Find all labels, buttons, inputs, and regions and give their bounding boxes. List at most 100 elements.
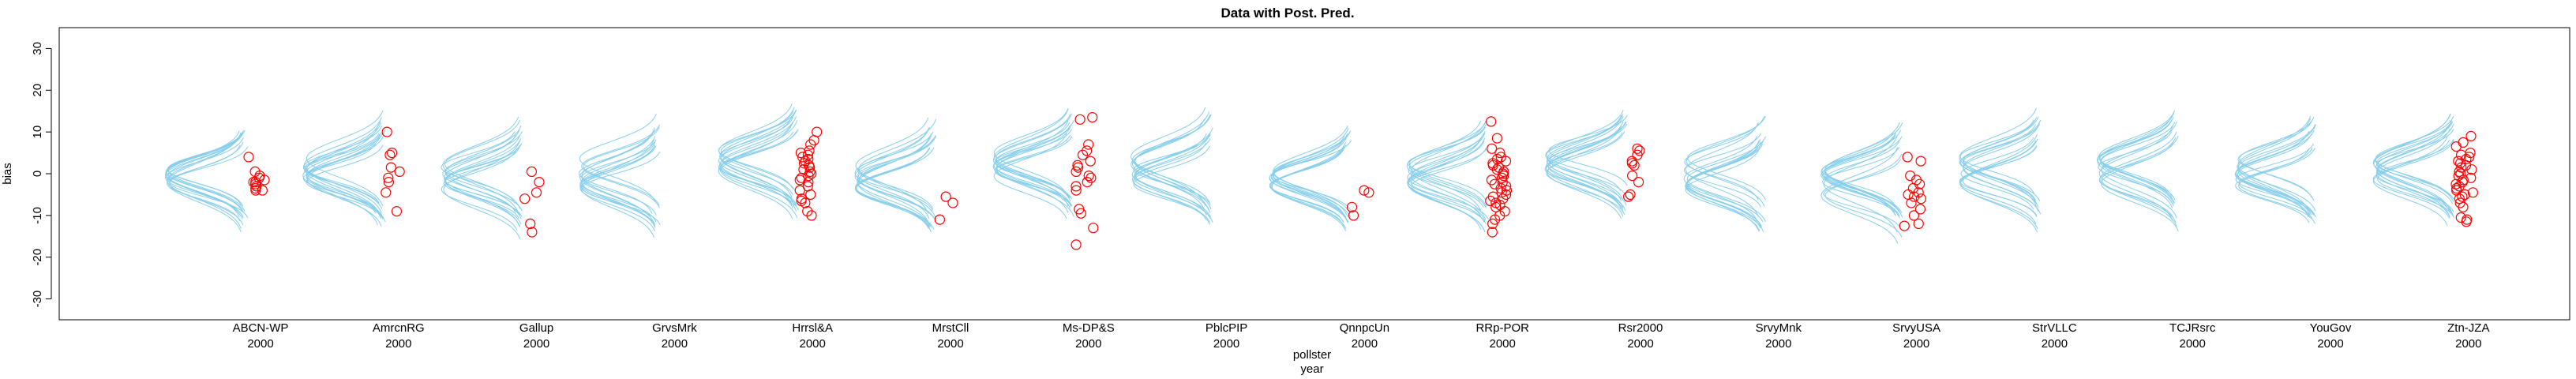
x-tick-label-year: 2000 [1490,337,1516,351]
predictive-curve [2373,114,2451,214]
observed-point [1071,239,1082,250]
observed-point [1075,208,1086,219]
x-tick-label-year: 2000 [2317,337,2343,351]
pollster-group [1406,116,1513,238]
observed-point [2457,191,2468,202]
observed-point [800,197,811,208]
predictive-curve [1406,120,1482,212]
observed-point [2461,216,2472,227]
y-tick-label: 0 [31,171,44,177]
observed-point [1494,148,1505,159]
observed-point [391,206,403,217]
observed-point [384,149,396,160]
x-tick-label-pollster: Gallup [519,321,553,335]
predictive-curve [1546,116,1624,212]
predictive-curve [2099,112,2175,205]
observed-point [1625,189,1636,200]
observed-point [1485,195,1496,206]
predictive-curve [1134,111,1209,211]
predictive-curve [1820,147,1899,244]
x-tick-label-year: 2000 [800,337,826,351]
x-tick-label-year: 2000 [1627,337,1653,351]
predictive-curve [2375,115,2454,203]
predictive-curve [2238,148,2315,224]
predictive-curve [1548,114,1628,186]
predictive-curve [2098,130,2173,203]
x-tick-labels: ABCN-WP 2000 AmrcnRG 2000 Gallup 2000 GrvsMrk 2… [233,321,2490,351]
observed-point [1077,149,1089,160]
predictive-curve [1131,118,1205,211]
observed-point [1913,218,1924,229]
predictive-curve [165,132,244,213]
predictive-curve [1273,131,1351,214]
x-tick-label-pollster: SrvyUSA [1892,321,1940,335]
observed-point [1487,218,1498,229]
observed-point [947,197,958,208]
predictive-curve [1686,139,1761,229]
y-tick-label: -30 [31,291,44,308]
observed-point [2467,187,2478,198]
predictive-curve [1685,116,1765,207]
chart-title: Data with Post. Pred. [1221,6,1354,21]
predictive-curve [992,113,1072,207]
predictive-curve [993,108,1069,197]
observed-point [1363,187,1374,198]
predictive-curve [2377,140,2454,219]
observed-point [2455,168,2466,179]
predictive-curve [1685,142,1762,227]
predictive-curve [1546,118,1622,192]
y-axis-label: bias [1,163,14,185]
observed-point [1909,191,1920,202]
x-tick-label-year: 2000 [1213,337,1239,351]
x-tick-label-year: 2000 [247,337,273,351]
x-tick-label-pollster: GrvsMrk [652,321,697,335]
predictive-curve [1408,141,1485,223]
predictive-curve [2375,128,2450,218]
observed-point [2459,189,2470,200]
pollster-group [1544,110,1645,220]
x-tick-label-pollster: AmrcnRG [373,321,425,335]
observed-point [2450,178,2462,190]
predictive-curve [854,148,929,229]
observed-point [2454,158,2466,169]
predictive-curve [718,116,793,205]
predictive-curve [442,135,516,213]
predictive-curve [1546,130,1625,216]
predictive-curve [993,124,1072,207]
observed-point [1085,156,1096,167]
predictive-curve [1271,141,1347,231]
predictive-curve [303,117,382,214]
predictive-curve [1131,134,1210,225]
observed-point [1071,185,1082,196]
predictive-curve [1823,159,1902,229]
predictive-curve [579,144,655,231]
observed-point [1490,201,1502,212]
observed-point [383,172,394,183]
observed-point [387,148,398,159]
observed-point [1496,172,1508,183]
observed-point [1498,171,1509,182]
observed-point [250,185,261,196]
observed-point [2458,201,2469,212]
x-tick-label-pollster: QnnpcUn [1340,321,1389,335]
predictive-curve [167,132,242,233]
predictive-curve [1959,107,2037,207]
predictive-curve [579,144,655,227]
predictive-curve [1959,124,2036,201]
predictive-curve [2101,137,2177,223]
observed-point [803,171,814,182]
observed-point [1359,185,1370,196]
observed-point [1071,166,1082,177]
predictive-curve [996,126,1071,208]
pollster-group [302,110,405,227]
predictive-curve [719,120,798,219]
predictive-curve [303,133,381,206]
pollster-group [441,116,545,240]
observed-point [805,189,816,200]
observed-point [1899,220,1910,231]
predictive-curve [2098,126,2173,221]
observed-point [250,177,261,188]
predictive-curve [2101,121,2177,219]
predictive-curve [1408,124,1487,208]
y-tick-label: -10 [31,207,44,224]
